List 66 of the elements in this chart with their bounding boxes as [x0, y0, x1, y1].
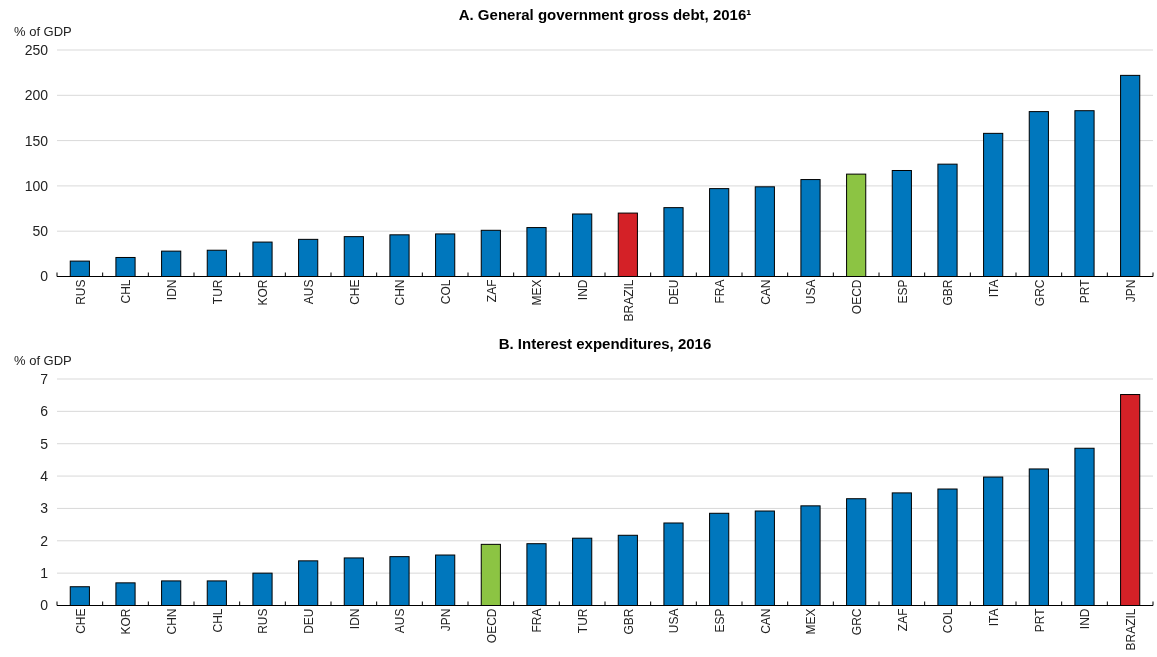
x-tick-label: IDN — [164, 279, 179, 301]
y-tick-label: 1 — [40, 564, 49, 581]
y-tick-label: 7 — [40, 370, 49, 387]
x-tick-label: ZAF — [484, 279, 499, 303]
x-tick-label: GRC — [1032, 279, 1047, 307]
y-tick-label: 4 — [40, 467, 49, 484]
y-tick-label: 250 — [24, 41, 49, 58]
x-tick-label: GBR — [621, 607, 636, 635]
x-tick-label: TUR — [575, 607, 590, 633]
x-tick-label: CHN — [164, 608, 179, 634]
x-tick-label: BRAZIL — [1123, 607, 1138, 651]
x-tick-label: IND — [1078, 607, 1093, 629]
x-tick-label: JPN — [438, 608, 453, 631]
x-tick-label: FRA — [712, 279, 727, 304]
x-tick-label: DEU — [301, 608, 316, 634]
x-tick-label: IDN — [347, 608, 362, 629]
x-tick-label: COL — [438, 279, 453, 305]
x-tick-label: MEX — [804, 608, 819, 635]
x-tick-label: KOR — [256, 279, 271, 306]
x-tick-label: RUS — [256, 608, 271, 634]
x-tick-label: BRAZIL — [621, 279, 636, 322]
x-tick-label: IND — [575, 279, 590, 301]
y-tick-label: 5 — [40, 435, 49, 452]
x-tick-label: CHE — [347, 279, 362, 305]
x-tick-label: GRC — [849, 607, 864, 635]
x-tick-label: COL — [941, 607, 956, 633]
y-tick-label: 50 — [32, 223, 49, 240]
x-tick-label: CAN — [758, 608, 773, 634]
x-tick-label: RUS — [73, 279, 88, 305]
y-tick-label: 100 — [24, 177, 49, 194]
x-tick-label: CAN — [758, 279, 773, 305]
x-tick-label: JPN — [1123, 279, 1138, 303]
y-axis-title: % of GDP — [14, 352, 72, 368]
x-tick-label: PRT — [1078, 278, 1093, 304]
y-tick-label: 3 — [40, 499, 49, 516]
y-tick-label: 6 — [40, 402, 49, 419]
x-tick-label: OECD — [484, 607, 499, 643]
x-tick-label: ITA — [986, 608, 1001, 626]
y-axis-title: % of GDP — [14, 24, 72, 39]
x-tick-label: MEX — [530, 279, 545, 306]
x-tick-label: CHE — [73, 608, 88, 634]
x-tick-label: AUS — [393, 608, 408, 633]
y-tick-label: 0 — [40, 268, 49, 285]
x-tick-label: AUS — [301, 279, 316, 305]
x-tick-label: CHN — [393, 279, 408, 306]
x-tick-label: FRA — [530, 608, 545, 632]
chart-title: A. General government gross debt, 2016¹ — [458, 6, 752, 23]
x-tick-label: ITA — [986, 279, 1001, 298]
chart-title: B. Interest expenditures, 2016 — [498, 334, 712, 352]
x-tick-label: USA — [667, 608, 682, 633]
x-tick-label: ZAF — [895, 608, 910, 631]
y-tick-label: 150 — [24, 132, 49, 149]
x-tick-label: ESP — [712, 608, 727, 633]
y-tick-label: 200 — [24, 87, 49, 104]
x-tick-label: TUR — [210, 279, 225, 305]
y-tick-label: 2 — [40, 532, 49, 549]
x-tick-label: KOR — [119, 607, 134, 635]
x-tick-label: GBR — [941, 279, 956, 306]
x-tick-label: PRT — [1032, 607, 1047, 632]
x-tick-label: DEU — [667, 279, 682, 305]
x-tick-label: OECD — [849, 279, 864, 315]
x-tick-label: CHL — [210, 607, 225, 633]
x-tick-label: CHL — [119, 279, 134, 304]
x-tick-label: USA — [804, 279, 819, 305]
y-tick-label: 0 — [40, 596, 49, 613]
x-tick-label: ESP — [895, 279, 910, 304]
